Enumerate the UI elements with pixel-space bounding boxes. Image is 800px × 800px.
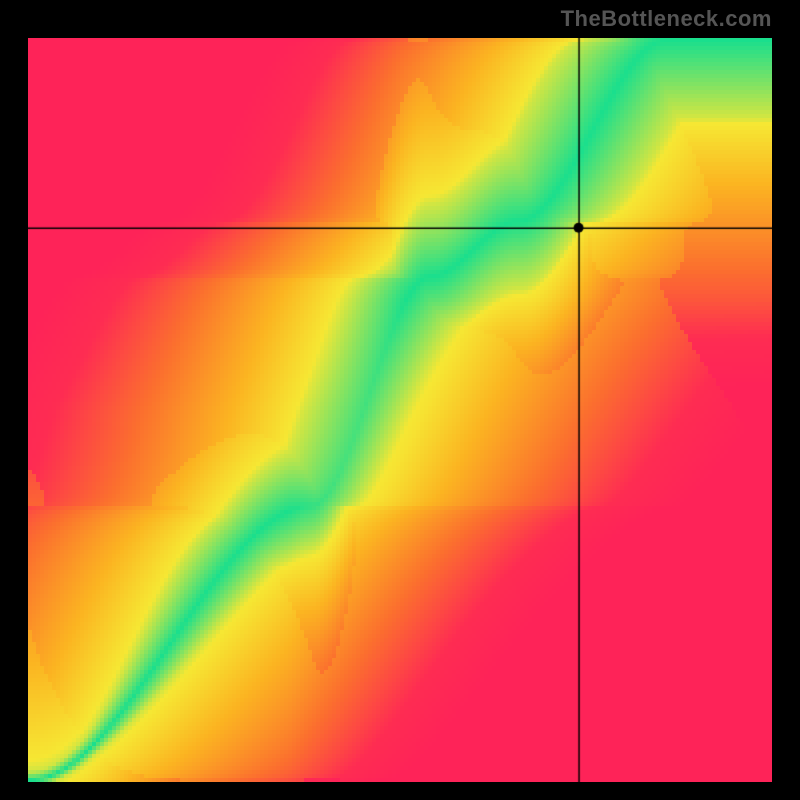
heatmap-canvas xyxy=(28,38,772,782)
chart-container: TheBottleneck.com xyxy=(0,0,800,800)
watermark-text: TheBottleneck.com xyxy=(561,6,772,32)
